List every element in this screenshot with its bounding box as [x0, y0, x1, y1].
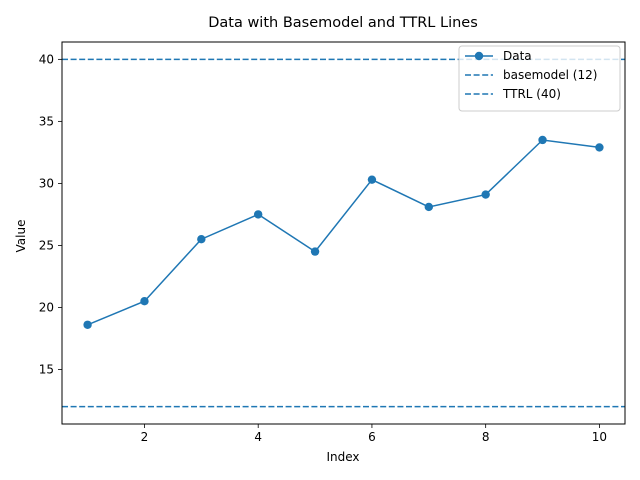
- y-tick-label-5: 40: [39, 52, 54, 66]
- data-point-8: [538, 135, 547, 145]
- data-point-7: [481, 190, 490, 199]
- y-axis-label: Value: [14, 220, 28, 253]
- plot-frame: [61, 41, 626, 425]
- x-tick-label-0: 2: [141, 430, 149, 444]
- x-tick-label-1: 4: [254, 430, 262, 444]
- data-point-2: [197, 235, 206, 244]
- y-tick-label-4: 35: [39, 114, 54, 128]
- y-tick-label-3: 30: [39, 176, 54, 190]
- y-axis-ticks: 15 20 25 30 35 40: [39, 52, 62, 376]
- legend-label-1: basemodel (12): [503, 68, 597, 82]
- x-tick-label-3: 8: [482, 430, 490, 444]
- legend-marker-0: [474, 51, 484, 61]
- y-tick-label-1: 20: [39, 300, 54, 314]
- x-tick-label-2: 6: [368, 430, 376, 444]
- legend-label-2: TTRL (40): [502, 87, 561, 101]
- y-tick-label-2: 25: [39, 238, 54, 252]
- x-tick-label-4: 10: [592, 430, 607, 444]
- data-point-5: [367, 175, 377, 184]
- data-point-4: [310, 247, 320, 256]
- chart-title: Data with Basemodel and TTRL Lines: [208, 15, 478, 31]
- data-point-6: [424, 202, 434, 212]
- x-axis-label: Index: [326, 450, 359, 464]
- x-axis-ticks: 2 4 6 8 10: [141, 424, 607, 444]
- series-line-0: [87, 139, 600, 326]
- data-point-0: [83, 320, 92, 329]
- legend-label-0: Data: [503, 49, 532, 63]
- y-tick-label-0: 15: [39, 362, 54, 376]
- data-point-1: [140, 297, 149, 306]
- legend: Data basemodel (12) TTRL (40): [458, 45, 621, 112]
- legend-box: [458, 45, 621, 112]
- data-point-9: [595, 143, 604, 152]
- data-point-3: [253, 210, 263, 219]
